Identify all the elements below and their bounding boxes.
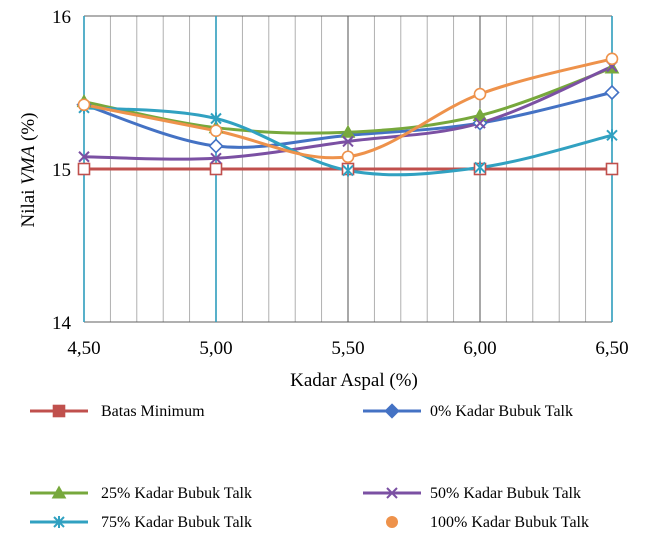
legend-item-75pct-kadar-bubuk-talk: 75% Kadar Bubuk Talk	[30, 514, 252, 531]
legend-label: Batas Minimum	[101, 403, 205, 420]
point-100pct-kadar-bubuk-talk-0	[77, 98, 91, 112]
point-50pct-kadar-bubuk-talk-2	[342, 135, 354, 148]
y-tick-labels: 14 15 16	[52, 7, 72, 334]
legend-item-batas-minimum: Batas Minimum	[30, 403, 205, 420]
point-0pct-kadar-bubuk-talk-4	[604, 84, 620, 101]
point-batas-minimum-1	[209, 162, 223, 176]
legend-swatch-marker	[386, 516, 398, 528]
legend-swatch-marker	[386, 487, 398, 499]
y-tick-label: 16	[52, 7, 71, 28]
series-markers	[76, 52, 620, 177]
x-tick-labels: 4,50 5,00 5,50 6,00 6,50	[67, 338, 628, 359]
point-50pct-kadar-bubuk-talk-0	[78, 151, 90, 163]
legend-label: 50% Kadar Bubuk Talk	[430, 485, 581, 502]
point-100pct-kadar-bubuk-talk-4	[605, 52, 619, 66]
legend-item-50pct-kadar-bubuk-talk: 50% Kadar Bubuk Talk	[363, 485, 581, 502]
point-50pct-kadar-bubuk-talk-3	[474, 117, 486, 129]
point-75pct-kadar-bubuk-talk-3	[474, 161, 486, 174]
y-axis-title-text: Nilai VMA (%)	[18, 112, 39, 227]
x-tick-label: 5,50	[331, 338, 364, 359]
legend-item-100pct-kadar-bubuk-talk: 100% Kadar Bubuk Talk	[386, 514, 589, 531]
point-75pct-kadar-bubuk-talk-1	[210, 112, 222, 125]
legend-swatch-marker	[53, 516, 65, 528]
y-tick-label: 14	[52, 313, 72, 334]
legend: Batas Minimum 0% Kadar Bubuk Talk 25% Kada…	[30, 403, 589, 531]
legend-swatch-marker	[51, 485, 67, 499]
legend-swatch-marker	[384, 403, 400, 419]
legend-label: 100% Kadar Bubuk Talk	[430, 514, 589, 531]
point-25pct-kadar-bubuk-talk-2	[340, 124, 356, 138]
point-batas-minimum-4	[605, 162, 619, 176]
legend-label: 75% Kadar Bubuk Talk	[101, 514, 252, 531]
x-tick-label: 6,50	[595, 338, 628, 359]
y-tick-label: 15	[52, 160, 71, 181]
y-axis-title: Nilai VMA (%)	[18, 112, 39, 227]
legend-swatch-marker	[52, 404, 66, 418]
point-100pct-kadar-bubuk-talk-3	[473, 87, 487, 101]
point-100pct-kadar-bubuk-talk-1	[209, 124, 223, 138]
x-tick-label: 6,00	[463, 338, 496, 359]
legend-item-0pct-kadar-bubuk-talk: 0% Kadar Bubuk Talk	[363, 403, 573, 420]
point-50pct-kadar-bubuk-talk-1	[210, 152, 222, 164]
x-axis-title: Kadar Aspal (%)	[290, 370, 418, 391]
x-tick-label: 4,50	[67, 338, 100, 359]
point-100pct-kadar-bubuk-talk-2	[341, 150, 355, 164]
point-batas-minimum-0	[77, 162, 91, 176]
point-0pct-kadar-bubuk-talk-1	[208, 138, 224, 154]
legend-label: 25% Kadar Bubuk Talk	[101, 485, 252, 502]
point-75pct-kadar-bubuk-talk-4	[606, 129, 618, 142]
point-75pct-kadar-bubuk-talk-2	[342, 164, 354, 177]
legend-item-25pct-kadar-bubuk-talk: 25% Kadar Bubuk Talk	[30, 485, 252, 502]
legend-label: 0% Kadar Bubuk Talk	[430, 403, 573, 420]
point-25pct-kadar-bubuk-talk-3	[472, 107, 488, 121]
x-tick-label: 5,00	[199, 338, 232, 359]
